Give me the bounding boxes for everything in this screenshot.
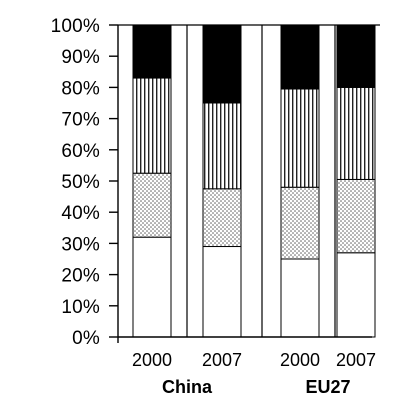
bar-segment-dotted-3 [336, 178, 376, 254]
x-category-label: 2000 [280, 350, 320, 370]
bar-segment-vertical-lines-0 [132, 77, 172, 174]
y-tick-label: 60% [61, 141, 100, 162]
group-label-eu27: EU27 [305, 377, 350, 397]
y-tick-label: 100% [51, 16, 100, 37]
bar-segment-dotted-2 [280, 186, 320, 260]
x-category-label: 2007 [202, 350, 242, 370]
y-axis: 0% 10% 20% 30% 40% 50% 60% 70% 80% 90% 100% [51, 16, 372, 349]
x-category-label: 2000 [132, 350, 172, 370]
bar-segment-white-1 [202, 246, 242, 338]
y-tick-label: 50% [61, 172, 100, 193]
bar-segment-black-3 [336, 24, 376, 88]
y-tick-label: 90% [61, 47, 100, 68]
y-tick-label: 40% [61, 203, 100, 224]
y-tick-label: 20% [61, 266, 100, 287]
y-tick-label: 80% [61, 78, 100, 99]
y-tick-label: 0% [72, 328, 100, 349]
bar-segment-white-2 [280, 258, 320, 338]
bar-segment-dotted-0 [132, 172, 172, 238]
x-axis-labels: 2000 2007 2000 2007 China EU27 [132, 350, 376, 397]
bar-segment-white-3 [336, 252, 376, 338]
group-label-china: China [162, 377, 213, 397]
bar-segment-black-1 [202, 24, 242, 104]
x-category-label: 2007 [336, 350, 376, 370]
bar-segment-vertical-lines-3 [336, 86, 376, 180]
bar-segment-black-0 [132, 24, 172, 79]
bar-segment-vertical-lines-1 [202, 102, 242, 190]
bars-layer [118, 24, 380, 338]
y-tick-label: 70% [61, 110, 100, 131]
y-tick-label: 10% [61, 297, 100, 318]
bar-segment-vertical-lines-2 [280, 88, 320, 188]
bar-segment-black-2 [280, 24, 320, 90]
bar-segment-dotted-1 [202, 188, 242, 248]
bar-segment-white-0 [132, 236, 172, 338]
y-tick-label: 30% [61, 234, 100, 255]
